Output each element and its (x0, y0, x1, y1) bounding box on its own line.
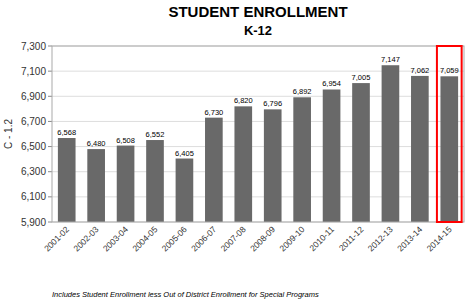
data-label: 7,005 (352, 73, 371, 82)
tick-label: 2011-12 (337, 224, 366, 253)
tick-label: 2002-03 (71, 224, 100, 253)
tick-label: 2014-15 (425, 224, 454, 253)
bar (352, 83, 370, 222)
bar (264, 109, 282, 222)
axis-label: C - 1.2 (3, 119, 14, 149)
title: STUDENT ENROLLMENT (168, 3, 347, 20)
tick-label: 2008-09 (248, 224, 277, 253)
data-label: 6,820 (234, 96, 253, 105)
grid-line (52, 196, 464, 197)
tick-mark (48, 46, 52, 47)
bar (382, 65, 400, 222)
data-label: 6,730 (204, 108, 223, 117)
bars (58, 65, 458, 222)
bar (117, 146, 135, 222)
data-label: 6,892 (293, 87, 312, 96)
data-label: 6,405 (175, 149, 194, 158)
tick-mark (48, 71, 52, 72)
bar (87, 149, 105, 222)
data-label: 6,796 (263, 99, 282, 108)
grid-line (52, 96, 464, 97)
tick-label: 2004-05 (130, 224, 159, 253)
grid-line (52, 71, 464, 72)
data-label: 6,954 (322, 79, 341, 88)
tick-label: 7,300 (21, 41, 46, 52)
tick-label: 2012-13 (366, 224, 395, 253)
data-label: 7,059 (440, 66, 459, 75)
tick-label: 2003-04 (101, 224, 130, 253)
tick-label: 7,100 (21, 66, 46, 77)
plot-frame (52, 46, 464, 222)
tick-mark (48, 121, 52, 122)
grid-line (52, 121, 464, 122)
data-label: 6,568 (57, 128, 76, 137)
tick-mark (48, 146, 52, 147)
tick-label: 2001-02 (42, 224, 71, 253)
tick-mark (48, 96, 52, 97)
tick-label: 6,500 (21, 141, 46, 152)
tick-label: 6,700 (21, 116, 46, 127)
data-label: 6,480 (87, 139, 106, 148)
chart: STUDENT ENROLLMENT K-12 5,900 6,100 6,300 6,5… (0, 0, 474, 303)
data-labels: 6,568 6,480 6,508 6,552 6,405 6,730 6,820 6,796… (57, 55, 458, 157)
tick-mark (48, 196, 52, 197)
bar (440, 76, 458, 222)
tick-label: 2005-06 (160, 224, 189, 253)
bar (146, 140, 164, 222)
highlight-box (437, 46, 462, 222)
bar (234, 106, 252, 222)
data-label: 6,508 (116, 136, 135, 145)
bar (58, 138, 76, 222)
bar (411, 76, 429, 222)
subtitle: K-12 (244, 23, 272, 38)
bar (323, 89, 341, 222)
x-axis: 2001-022002-032003-042004-052005-062006-… (42, 224, 454, 253)
grid-line (52, 171, 464, 172)
bar (205, 118, 223, 222)
footnote: Includes Student Enrollment less Out of … (52, 290, 319, 299)
data-label: 6,552 (146, 130, 165, 139)
tick-label: 2013-14 (395, 224, 424, 253)
grid-line (52, 146, 464, 147)
tick-label: 6,300 (21, 166, 46, 177)
tick-label: 5,900 (21, 217, 46, 228)
tick-mark (48, 171, 52, 172)
tick-label: 2007-08 (219, 224, 248, 253)
bar (293, 97, 311, 222)
tick-label: 6,100 (21, 191, 46, 202)
data-label: 7,062 (410, 66, 429, 75)
tick-label: 2009-10 (277, 224, 306, 253)
tick-label: 6,900 (21, 91, 46, 102)
tick-label: 2006-07 (189, 224, 218, 253)
tick-mark (48, 222, 52, 223)
data-label: 7,147 (381, 55, 400, 64)
bar (176, 159, 194, 222)
tick-label: 2010-11 (307, 224, 336, 253)
